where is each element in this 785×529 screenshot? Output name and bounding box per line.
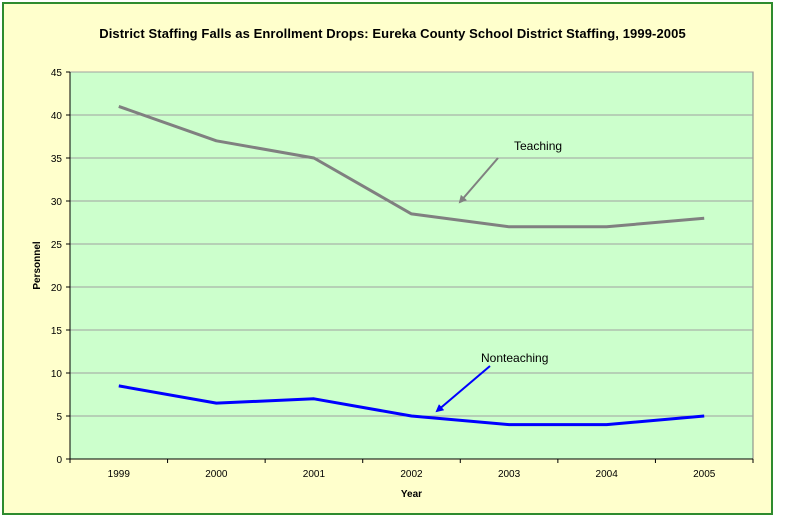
- y-tick-label: 5: [56, 412, 62, 423]
- y-tick-label: 25: [51, 240, 63, 251]
- y-tick-label: 15: [51, 326, 63, 337]
- y-tick-label: 30: [51, 197, 63, 208]
- y-axis-title: Personnel: [32, 241, 43, 290]
- y-tick-label: 0: [56, 455, 62, 466]
- series-line-nonteaching: [118, 384, 705, 427]
- chart-title: District Staffing Falls as Enrollment Dr…: [99, 26, 686, 41]
- y-tick-label: 10: [51, 369, 63, 380]
- gridlines: [70, 71, 753, 417]
- series-line-teaching: [118, 104, 705, 229]
- y-tick-label: 35: [51, 154, 63, 165]
- axes: [69, 72, 753, 460]
- x-tick-label: 2000: [205, 469, 228, 480]
- x-tick-label: 2005: [693, 469, 716, 480]
- y-tick-label: 40: [51, 111, 63, 122]
- x-tick-label: 2001: [303, 469, 326, 480]
- plot-area: [69, 71, 754, 460]
- x-tick-label: 2004: [596, 469, 619, 480]
- series-label-nonteaching: Nonteaching: [481, 351, 548, 365]
- x-tick-label: 1999: [108, 469, 131, 480]
- x-axis-ticks: 1999 2000 2001 2002 2003 2004 2005: [69, 459, 754, 480]
- x-tick-label: 2002: [400, 469, 423, 480]
- y-tick-label: 45: [51, 68, 63, 79]
- series-annotations: Teaching Nonteaching: [435, 139, 562, 413]
- series-lines: [118, 104, 705, 427]
- y-axis-ticks: 0 5 10 15 20 25 30 35 40 45: [51, 68, 70, 466]
- arrow-nonteaching: [435, 365, 491, 413]
- arrow-teaching: [458, 157, 499, 204]
- y-tick-label: 20: [51, 283, 63, 294]
- series-label-teaching: Teaching: [514, 139, 562, 153]
- x-tick-label: 2003: [498, 469, 521, 480]
- x-axis-title: Year: [401, 489, 422, 500]
